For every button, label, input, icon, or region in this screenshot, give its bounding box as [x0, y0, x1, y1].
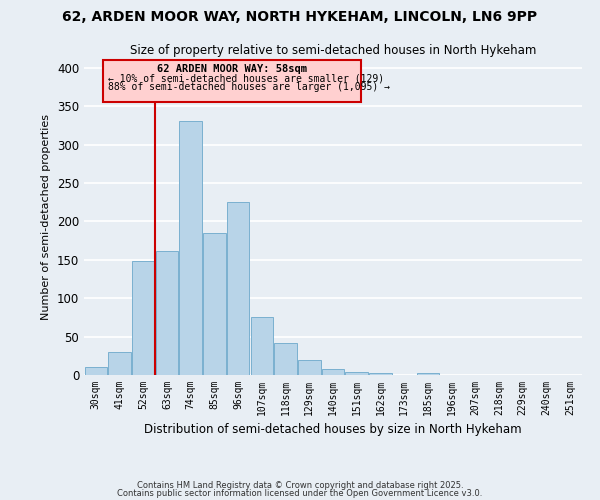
- Bar: [109, 352, 131, 375]
- Bar: [274, 342, 297, 375]
- Text: Contains HM Land Registry data © Crown copyright and database right 2025.: Contains HM Land Registry data © Crown c…: [137, 481, 463, 490]
- FancyBboxPatch shape: [103, 60, 361, 102]
- Bar: [369, 374, 392, 375]
- Bar: [322, 369, 344, 375]
- Bar: [227, 202, 250, 375]
- Bar: [132, 262, 155, 375]
- Bar: [251, 318, 273, 375]
- Text: 62, ARDEN MOOR WAY, NORTH HYKEHAM, LINCOLN, LN6 9PP: 62, ARDEN MOOR WAY, NORTH HYKEHAM, LINCO…: [62, 10, 538, 24]
- Text: ← 10% of semi-detached houses are smaller (129): ← 10% of semi-detached houses are smalle…: [108, 73, 384, 83]
- Bar: [346, 372, 368, 375]
- Y-axis label: Number of semi-detached properties: Number of semi-detached properties: [41, 114, 52, 320]
- Text: 88% of semi-detached houses are larger (1,095) →: 88% of semi-detached houses are larger (…: [108, 82, 390, 92]
- Bar: [416, 374, 439, 375]
- Text: 62 ARDEN MOOR WAY: 58sqm: 62 ARDEN MOOR WAY: 58sqm: [157, 64, 307, 74]
- Bar: [179, 122, 202, 375]
- Title: Size of property relative to semi-detached houses in North Hykeham: Size of property relative to semi-detach…: [130, 44, 536, 58]
- X-axis label: Distribution of semi-detached houses by size in North Hykeham: Distribution of semi-detached houses by …: [144, 424, 522, 436]
- Bar: [203, 233, 226, 375]
- Bar: [298, 360, 320, 375]
- Text: Contains public sector information licensed under the Open Government Licence v3: Contains public sector information licen…: [118, 488, 482, 498]
- Bar: [156, 250, 178, 375]
- Bar: [85, 368, 107, 375]
